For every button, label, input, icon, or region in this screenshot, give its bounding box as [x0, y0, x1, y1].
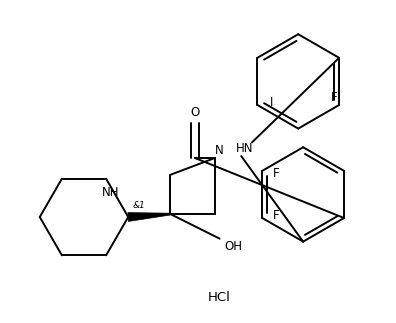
- Text: &1: &1: [132, 201, 145, 210]
- Text: I: I: [269, 96, 273, 109]
- Text: OH: OH: [225, 240, 242, 253]
- Text: NH: NH: [102, 186, 120, 199]
- Polygon shape: [128, 213, 171, 222]
- Text: F: F: [273, 167, 279, 180]
- Text: N: N: [215, 144, 224, 157]
- Text: F: F: [273, 209, 279, 222]
- Text: HN: HN: [236, 142, 253, 155]
- Text: HCl: HCl: [208, 291, 231, 304]
- Text: O: O: [190, 106, 200, 120]
- Text: F: F: [331, 91, 337, 104]
